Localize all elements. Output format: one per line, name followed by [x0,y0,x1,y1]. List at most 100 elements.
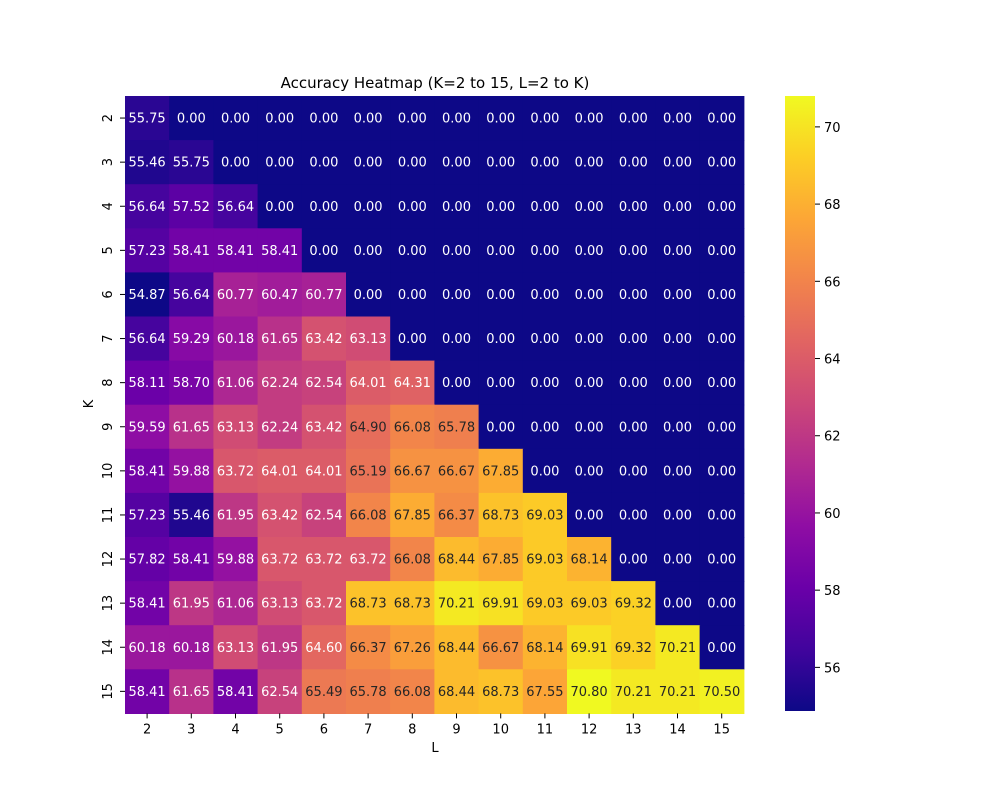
colorbar: 56 58 60 62 64 66 68 70 [785,96,841,711]
heatmap-cell [213,184,259,229]
cell-value-label: 59.88 [217,553,254,568]
cell-value-label: 56.64 [128,332,165,347]
heatmap-cell [213,272,259,318]
heatmap-cell [257,228,303,273]
heatmap-cell [522,625,568,670]
heatmap-cell [213,96,259,141]
x-tick-label: 6 [320,722,328,737]
heatmap-cell [611,492,656,538]
cell-value-label: 68.44 [438,553,475,568]
cell-value-label: 56.64 [128,200,165,215]
heatmap-cell [655,448,701,494]
cell-value-label: 59.59 [128,420,165,435]
heatmap-cell [390,184,435,229]
heatmap-cell [169,448,214,494]
cell-value-label: 0.00 [663,244,692,259]
cell-value-label: 55.46 [128,156,165,171]
y-tick-label: 2 [101,114,116,122]
cell-value-label: 0.00 [486,420,515,435]
cell-value-label: 62.54 [305,508,342,523]
cell-value-label: 0.00 [619,553,648,568]
heatmap-cell [699,625,745,670]
cell-value-label: 0.00 [663,597,692,612]
heatmap-cell [169,492,214,538]
cell-value-label: 63.13 [349,332,386,347]
cell-value-label: 68.73 [482,508,519,523]
heatmap-cell [169,316,214,362]
heatmap-cell [655,228,701,273]
heatmap-cell [655,492,701,538]
cell-value-label: 66.08 [394,685,431,700]
cell-value-label: 0.00 [575,156,604,171]
cell-value-label: 64.31 [394,376,431,391]
heatmap-cell [346,669,391,714]
heatmap-cell [346,581,391,626]
heatmap-cell [655,625,701,670]
cell-value-label: 0.00 [619,508,648,523]
heatmap-cell [522,581,568,626]
heatmap-cell [257,537,303,582]
cell-value-label: 0.00 [663,376,692,391]
heatmap-cell [699,184,745,229]
cell-value-label: 68.44 [438,641,475,656]
x-tick-label: 7 [364,722,372,737]
heatmap-cell [257,272,303,318]
cell-value-label: 0.00 [530,244,559,259]
cell-value-label: 0.00 [663,200,692,215]
cell-value-label: 70.50 [703,685,740,700]
heatmap-cell [390,448,435,494]
cell-value-label: 0.00 [575,244,604,259]
cell-value-label: 66.37 [438,508,475,523]
cell-value-label: 61.95 [173,597,210,612]
heatmap-cell [301,360,347,406]
heatmap-cell [611,140,656,185]
cell-value-label: 56.64 [173,288,210,303]
heatmap-cell [257,492,303,538]
cell-value-label: 0.00 [221,112,250,127]
cell-value-label: 61.06 [217,597,254,612]
cell-value-label: 68.44 [438,685,475,700]
cell-value-label: 0.00 [442,376,471,391]
cell-value-label: 69.32 [615,597,652,612]
cell-value-label: 68.14 [570,553,607,568]
cell-value-label: 0.00 [707,288,736,303]
cell-value-label: 54.87 [128,288,165,303]
cell-value-label: 58.41 [128,464,165,479]
cell-value-label: 0.00 [530,200,559,215]
heatmap-cell [213,404,259,450]
heatmap-cell [611,360,656,406]
heatmap-cell [522,316,568,362]
heatmap-cell [257,96,303,141]
colorbar-tick-label: 56 [824,661,841,676]
cell-value-label: 58.41 [217,685,254,700]
heatmap-cell [567,448,612,494]
heatmap-cell [125,316,170,362]
y-tick-label: 10 [101,463,116,480]
heatmap-cell [169,625,214,670]
cell-value-label: 70.21 [659,685,696,700]
heatmap-cell [522,272,568,318]
x-tick-label: 4 [231,722,239,737]
heatmap-cell [213,140,259,185]
y-tick-label: 6 [101,290,116,298]
heatmap-cell [567,360,612,406]
heatmap-cell [567,228,612,273]
heatmap-cell [567,316,612,362]
heatmap-cell [390,316,435,362]
cell-value-label: 63.13 [261,597,298,612]
cell-value-label: 59.88 [173,464,210,479]
cell-value-label: 0.00 [398,288,427,303]
cell-value-label: 62.54 [305,376,342,391]
heatmap-cell [125,96,170,141]
heatmap-cell [169,537,214,582]
heatmap-cell [522,669,568,714]
cell-value-label: 0.00 [663,112,692,127]
cell-value-label: 58.70 [173,376,210,391]
heatmap-cell [390,492,435,538]
x-tick-label: 10 [492,722,509,737]
cell-value-label: 61.65 [173,420,210,435]
heatmap-cell [478,228,524,273]
heatmap-cell [301,96,347,141]
heatmap-cell [699,228,745,273]
cell-value-label: 0.00 [530,464,559,479]
